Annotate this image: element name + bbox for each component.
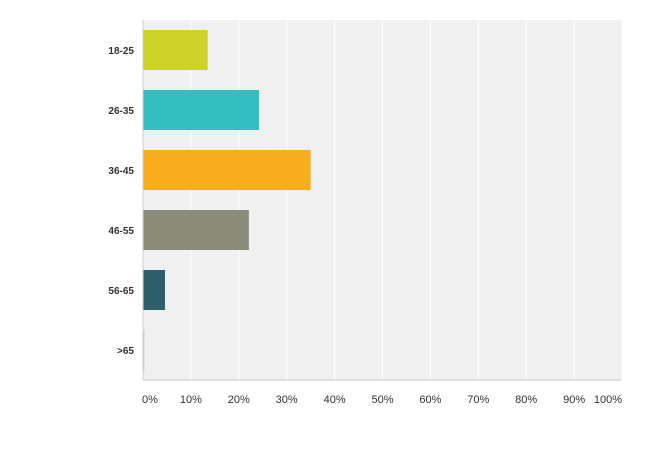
category-label: >65 (117, 346, 134, 357)
bar-2 (143, 90, 259, 130)
category-label: 46-55 (108, 226, 134, 237)
category-label: 18-25 (108, 46, 134, 57)
bar-6 (143, 330, 145, 370)
category-label: 56-65 (108, 286, 134, 297)
category-labels: 18-25 26-35 36-45 46-55 56-65 >65 (108, 46, 134, 357)
x-tick-label: 40% (324, 394, 346, 406)
tick-labels: 0% 10% 20% 30% 40% 50% 60% 70% 80% 90% 100% (142, 394, 622, 406)
x-tick-label: 0% (142, 394, 158, 406)
category-label: 26-35 (108, 106, 134, 117)
gridlines (190, 20, 623, 380)
bar-4 (143, 210, 249, 250)
bar-1 (143, 30, 208, 70)
axes (142, 20, 622, 381)
bar-3 (143, 150, 311, 190)
x-tick-label: 10% (180, 394, 202, 406)
x-tick-label: 30% (276, 394, 298, 406)
x-tick-label: 100% (594, 394, 622, 406)
x-tick-label: 50% (371, 394, 393, 406)
x-tick-label: 60% (419, 394, 441, 406)
x-tick-label: 80% (515, 394, 537, 406)
x-tick-label: 90% (563, 394, 585, 406)
x-tick-label: 20% (228, 394, 250, 406)
bar-5 (143, 270, 166, 310)
bars (143, 30, 311, 370)
category-label: 36-45 (108, 166, 134, 177)
x-tick-label: 70% (467, 394, 489, 406)
